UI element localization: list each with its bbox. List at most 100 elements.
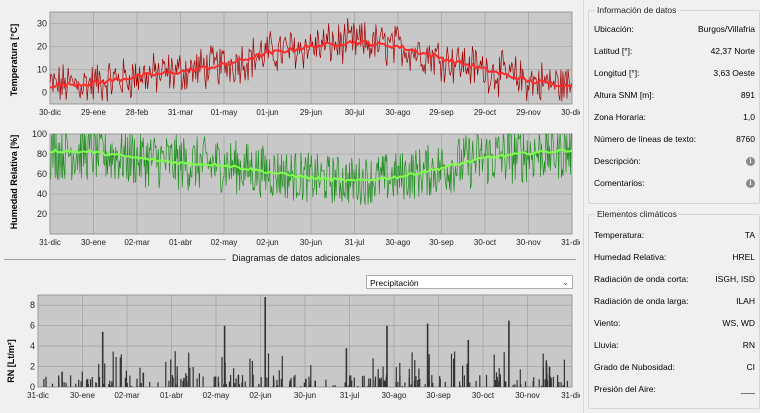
rain-bar-hourly xyxy=(271,386,274,387)
info-sidebar: Información de datos Ubicación: Burgos/Vi… xyxy=(583,0,760,413)
temperature-hourly-series xyxy=(49,18,573,102)
x-tick-label: 31-dic xyxy=(27,391,49,400)
element-row-wind: Viento: WS, WD xyxy=(594,318,755,328)
rain-bar-hourly xyxy=(293,376,295,387)
rain-bar-hourly xyxy=(493,386,495,387)
rain-bar-hourly xyxy=(235,378,237,387)
rain-bar-hourly xyxy=(303,382,305,387)
chevron-down-icon[interactable]: ⌄ xyxy=(562,278,569,287)
x-tick-label: 31-jul xyxy=(340,391,360,400)
rain-bar-peak xyxy=(508,320,510,387)
x-tick-label: 31-dic xyxy=(561,391,580,400)
rain-bar-hourly xyxy=(136,378,138,387)
rain-bar-hourly xyxy=(419,378,421,387)
element-row-humidity: Humedad Relativa: HREL xyxy=(594,252,755,262)
rain-bar-hourly xyxy=(382,366,384,387)
rain-bar-hourly xyxy=(532,381,534,387)
rain-bar-hourly xyxy=(109,385,111,387)
rain-bar-hourly xyxy=(514,384,516,387)
rain-bar-hourly xyxy=(411,352,413,387)
y-tick-label: 8 xyxy=(30,300,35,310)
rain-bar-hourly xyxy=(431,375,433,387)
rain-bar-hourly xyxy=(290,377,292,387)
rain-bar-hourly xyxy=(542,367,544,387)
description-info-icon[interactable]: i xyxy=(746,156,755,166)
x-tick-label: 30-jul xyxy=(345,108,365,117)
x-tick-label: 29-oct xyxy=(474,108,497,117)
x-tick-label: 30-nov xyxy=(516,238,540,247)
rain-bar-hourly xyxy=(213,385,215,387)
rain-bar-hourly xyxy=(244,381,246,387)
rain-bar-hourly xyxy=(512,384,514,387)
rain-bar-hourly xyxy=(499,374,501,387)
y-tick-label: 2 xyxy=(30,362,35,372)
data-info-title: Información de datos xyxy=(595,5,679,15)
info-row-line-count: Número de líneas de texto: 8760 xyxy=(594,134,755,144)
rain-bar-hourly xyxy=(450,353,453,387)
rain-bar-hourly xyxy=(182,380,184,387)
rain-bar-hourly xyxy=(334,385,336,387)
rain-bar-hourly xyxy=(428,379,430,387)
rain-bar-hourly xyxy=(361,376,364,387)
rain-bar-hourly xyxy=(252,374,254,387)
rain-bar-hourly xyxy=(157,382,159,387)
rain-bar-hourly xyxy=(550,377,552,387)
x-tick-label: 30-ene xyxy=(70,391,95,400)
rain-bar-hourly xyxy=(238,374,240,387)
rain-bar-hourly xyxy=(217,376,219,387)
rain-bar-hourly xyxy=(504,381,506,387)
rain-bar-hourly xyxy=(109,380,111,387)
rain-bar-hourly xyxy=(280,378,282,387)
x-tick-label: 30-ene xyxy=(81,238,106,247)
section-separator-left xyxy=(4,259,226,260)
rain-bar-hourly xyxy=(129,375,131,387)
y-tick-label: 0 xyxy=(30,382,35,392)
info-row-longitude: Longitud [°]: 3,63 Oeste xyxy=(594,68,755,78)
rain-bar-peak xyxy=(345,348,348,387)
comments-info-icon[interactable]: i xyxy=(746,178,755,188)
x-tick-label: 02-may xyxy=(203,391,230,400)
rain-bar-hourly xyxy=(225,384,227,387)
additional-diagrams-label: Diagramas de datos adicionales xyxy=(228,253,365,263)
rain-ylabel: RN [Lt/m²] xyxy=(6,339,16,383)
rain-bar-hourly xyxy=(238,384,240,387)
x-tick-label: 30-dic xyxy=(561,108,580,117)
rain-bar-hourly xyxy=(233,368,235,387)
rain-bar-hourly xyxy=(228,381,230,387)
diagram-type-select[interactable]: Precipitación ⌄ xyxy=(366,275,573,289)
info-row-timezone: Zona Horaria: 1,0 xyxy=(594,112,755,122)
rain-bar-hourly xyxy=(384,380,386,387)
info-row-description: Descripción: i xyxy=(594,154,755,168)
x-tick-label: 29-sep xyxy=(429,108,454,117)
rain-bar-hourly xyxy=(130,385,133,387)
rain-bar-peak xyxy=(386,325,388,387)
rain-bar-peak xyxy=(101,331,104,387)
rain-bar-hourly xyxy=(462,365,464,387)
x-tick-label: 28-feb xyxy=(126,108,149,117)
rain-bar-hourly xyxy=(344,383,346,387)
rain-bar-hourly xyxy=(251,360,253,387)
data-info-group: Información de datos Ubicación: Burgos/Vi… xyxy=(588,5,760,204)
rain-bar-hourly xyxy=(140,383,142,387)
rain-bar-hourly xyxy=(170,359,172,387)
rain-bar-peak xyxy=(264,297,266,387)
rain-bar-hourly xyxy=(258,384,260,387)
rain-bar-hourly xyxy=(221,357,223,387)
rain-bar-hourly xyxy=(557,375,559,387)
rain-bar-hourly xyxy=(314,380,316,387)
rain-bar-hourly xyxy=(196,378,198,387)
rain-bar-hourly xyxy=(176,375,178,387)
element-row-temperature: Temperatura: TA xyxy=(594,230,755,240)
rain-bar-hourly xyxy=(81,371,83,387)
rain-bar-hourly xyxy=(78,379,80,387)
rain-bar-hourly xyxy=(349,375,351,387)
rain-bar-hourly xyxy=(124,377,126,387)
rain-bar-hourly xyxy=(383,380,385,387)
x-tick-label: 02-may xyxy=(211,238,238,247)
element-row-pressure: Presión del Aire: ___ xyxy=(594,384,755,394)
rain-bar-hourly xyxy=(242,381,244,387)
x-tick-label: 31-mar xyxy=(168,108,194,117)
rain-bar-hourly xyxy=(366,386,369,387)
rain-bar-hourly xyxy=(180,378,182,387)
charts-panel: 0 10 20 30 30-dic 29-ene 28-feb 31-mar 01-may 01… xyxy=(4,11,580,400)
